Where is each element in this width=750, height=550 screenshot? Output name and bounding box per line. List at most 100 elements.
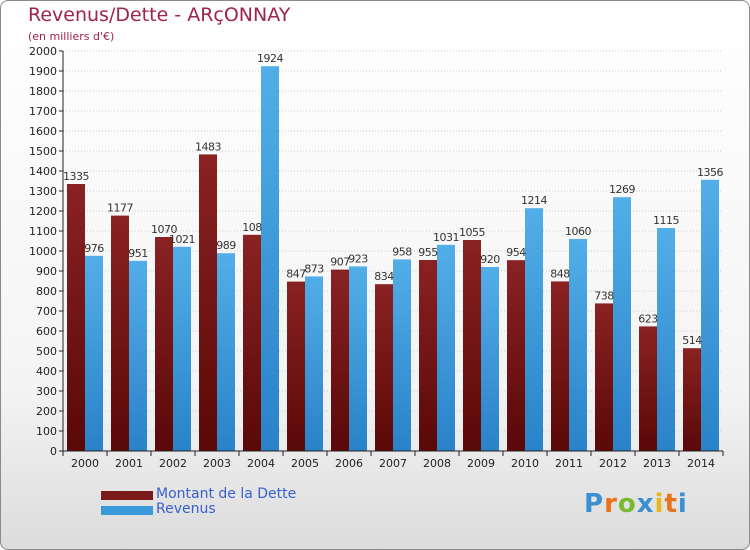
y-tick-label: 1900 [29, 65, 57, 78]
x-tick-label: 2012 [599, 457, 627, 470]
debt-bar [463, 240, 481, 451]
debt-bar [331, 269, 349, 451]
x-tick-label: 2011 [555, 457, 583, 470]
y-tick-label: 300 [36, 385, 57, 398]
x-tick-label: 2001 [115, 457, 143, 470]
data-label: 1177 [107, 202, 133, 215]
revenue-bar [393, 259, 411, 451]
revenue-bar [657, 228, 675, 451]
proxiti-logo: Proxiti [584, 489, 688, 519]
logo-letter: o [617, 489, 637, 519]
y-tick-label: 100 [36, 425, 57, 438]
data-label: 834 [374, 270, 394, 283]
data-label: 1070 [151, 223, 177, 236]
debt-bar [551, 281, 569, 451]
data-label: 954 [506, 246, 526, 259]
y-tick-label: 0 [50, 445, 57, 458]
data-label: 1335 [63, 170, 89, 183]
data-label: 738 [594, 289, 614, 302]
data-label: 920 [480, 253, 500, 266]
debt-bar [419, 260, 437, 451]
logo-letter: i [654, 489, 665, 519]
debt-bar [287, 281, 305, 451]
data-label: 514 [682, 334, 702, 347]
debt-bar [375, 284, 393, 451]
data-label: 1214 [521, 194, 547, 207]
logo-letter: i [677, 489, 688, 519]
data-label: 847 [286, 268, 306, 281]
data-label: 907 [330, 256, 350, 269]
revenue-bar [217, 253, 235, 451]
revenue-bar [613, 197, 631, 451]
debt-bar [507, 260, 525, 451]
revenue-bar [85, 255, 103, 451]
x-tick-label: 2014 [687, 457, 715, 470]
y-tick-label: 1100 [29, 225, 57, 238]
revenue-bar [305, 276, 323, 451]
y-tick-label: 400 [36, 365, 57, 378]
x-tick-label: 2005 [291, 457, 319, 470]
chart-title: Revenus/Dette - ARçONNAY [28, 4, 291, 26]
legend-label-revenue: Revenus [156, 501, 216, 517]
x-tick-label: 2000 [71, 457, 99, 470]
y-tick-label: 1000 [29, 245, 57, 258]
legend-label-debt: Montant de la Dette [156, 486, 297, 502]
revenue-bar [569, 239, 587, 451]
revenue-bar [437, 244, 455, 451]
data-label: 976 [84, 242, 104, 255]
y-tick-label: 1200 [29, 205, 57, 218]
logo-letter: r [604, 489, 618, 519]
data-label: 1483 [195, 140, 221, 153]
y-tick-label: 200 [36, 405, 57, 418]
data-label: 1021 [169, 233, 195, 246]
logo-letter: t [664, 489, 678, 519]
y-tick-label: 1800 [29, 85, 57, 98]
legend-swatch-revenue [101, 506, 153, 515]
y-tick-label: 1600 [29, 125, 57, 138]
data-label: 1115 [653, 214, 679, 227]
debt-bar [243, 234, 261, 451]
y-tick-label: 900 [36, 265, 57, 278]
data-label: 989 [216, 239, 236, 252]
debt-bar [155, 237, 173, 451]
data-label: 873 [304, 262, 324, 275]
y-tick-label: 700 [36, 305, 57, 318]
y-tick-label: 1500 [29, 145, 57, 158]
x-tick-label: 2004 [247, 457, 275, 470]
revenue-bar [525, 208, 543, 451]
revenue-bar [481, 267, 499, 451]
revenue-bar [173, 246, 191, 451]
x-tick-label: 2008 [423, 457, 451, 470]
data-label: 1060 [565, 225, 591, 238]
debt-bar [67, 184, 85, 451]
data-label: 623 [638, 312, 658, 325]
revenue-bar [261, 66, 279, 451]
x-tick-label: 2009 [467, 457, 495, 470]
y-tick-label: 1300 [29, 185, 57, 198]
x-tick-label: 2006 [335, 457, 363, 470]
debt-bar [595, 303, 613, 451]
y-tick-label: 600 [36, 325, 57, 338]
data-label: 955 [418, 246, 438, 259]
debt-bar [639, 326, 657, 451]
debt-bar [683, 348, 701, 451]
data-label: 1269 [609, 183, 635, 196]
data-label: 1055 [459, 226, 485, 239]
data-label: 923 [348, 252, 368, 265]
y-tick-label: 1400 [29, 165, 57, 178]
data-label: 958 [392, 245, 412, 258]
chart-subtitle: (en milliers d'€) [28, 30, 115, 43]
data-label: 108 [242, 221, 262, 234]
x-tick-label: 2002 [159, 457, 187, 470]
y-tick-label: 500 [36, 345, 57, 358]
y-tick-label: 1700 [29, 105, 57, 118]
data-label: 951 [128, 247, 148, 260]
debt-bar [111, 215, 129, 451]
revenue-bar [129, 260, 147, 451]
data-label: 1031 [433, 231, 459, 244]
debt-bar [199, 154, 217, 451]
data-label: 1356 [697, 166, 723, 179]
x-tick-label: 2010 [511, 457, 539, 470]
